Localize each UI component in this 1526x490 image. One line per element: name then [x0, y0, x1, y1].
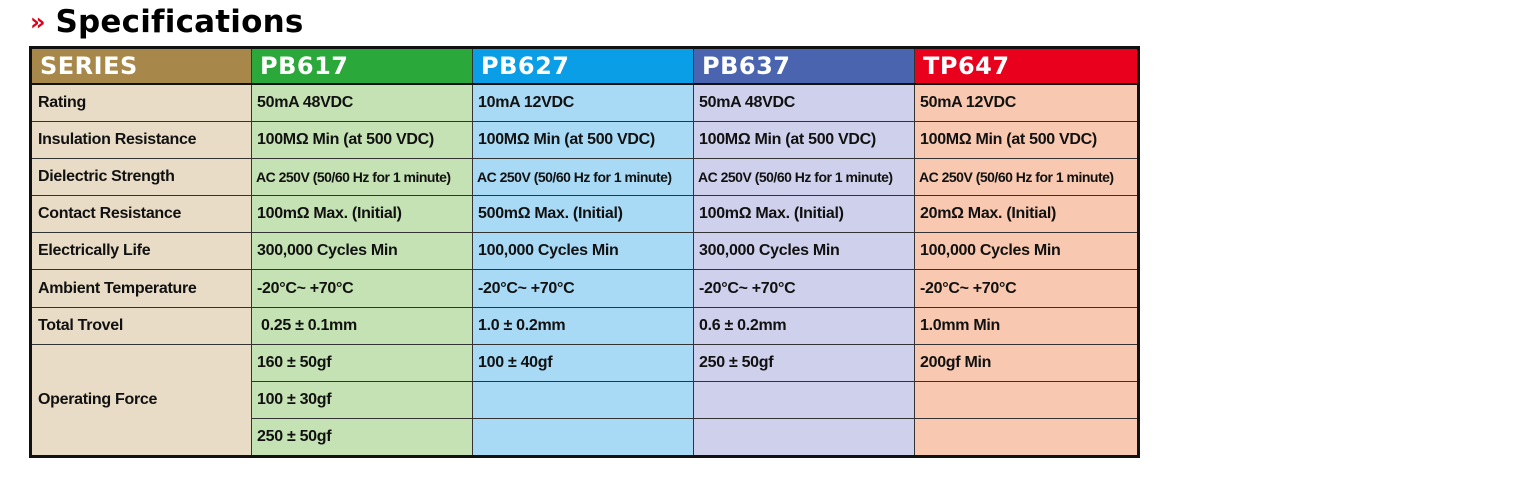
cell-pb617: 250 ± 50gf [251, 417, 473, 458]
cell-pb637: 0.6 ± 0.2mm [693, 306, 915, 345]
table-row: Insulation Resistance 100MΩ Min (at 500 … [30, 121, 1139, 160]
specifications-table: SERIES PB617 PB627 PB637 TP647 Rating 50… [29, 46, 1140, 458]
cell-pb627: 500mΩ Max. (Initial) [472, 195, 694, 234]
cell-pb637: 50mA 48VDC [693, 83, 915, 123]
table-row: Dielectric Strength AC 250V (50/60 Hz fo… [30, 158, 1139, 197]
cell-tp647: 20mΩ Max. (Initial) [914, 195, 1139, 234]
cell-pb617: 100MΩ Min (at 500 VDC) [251, 121, 473, 160]
table-row: Ambient Temperature -20°C~ +70°C -20°C~ … [30, 269, 1139, 308]
double-chevron-icon: » [30, 8, 46, 36]
cell-pb627: 100,000 Cycles Min [472, 232, 694, 271]
row-label: Insulation Resistance [30, 121, 252, 160]
cell-tp647: 1.0mm Min [914, 306, 1139, 345]
header-pb617: PB617 [251, 47, 473, 85]
cell-pb617: 0.25 ± 0.1mm [251, 306, 473, 345]
header-pb627: PB627 [472, 47, 694, 85]
row-label: Ambient Temperature [30, 269, 252, 308]
cell-tp647 [914, 380, 1139, 419]
cell-pb627: AC 250V (50/60 Hz for 1 minute) [472, 158, 694, 197]
table-row-operating-force: 250 ± 50gf [31, 417, 1139, 458]
cell-pb637: 100MΩ Min (at 500 VDC) [693, 121, 915, 160]
header-pb637: PB637 [693, 47, 915, 85]
row-label: Electrically Life [30, 232, 252, 271]
header-series: SERIES [30, 47, 252, 85]
cell-pb617: 50mA 48VDC [251, 83, 473, 123]
cell-tp647: 50mA 12VDC [914, 83, 1139, 123]
cell-pb627: 10mA 12VDC [472, 83, 694, 123]
table-row-operating-force: Operating Force 160 ± 50gf 100 ± 40gf 25… [30, 343, 1139, 458]
cell-tp647 [914, 417, 1139, 458]
cell-pb627 [472, 380, 694, 419]
cell-pb617: 160 ± 50gf [251, 343, 473, 382]
row-label: Total Trovel [30, 306, 252, 345]
table-row: Rating 50mA 48VDC 10mA 12VDC 50mA 48VDC … [30, 83, 1139, 123]
row-label: Dielectric Strength [30, 158, 252, 197]
row-label: Contact Resistance [30, 195, 252, 234]
cell-pb627: 100MΩ Min (at 500 VDC) [472, 121, 694, 160]
cell-pb627: -20°C~ +70°C [472, 269, 694, 308]
cell-pb627: 1.0 ± 0.2mm [472, 306, 694, 345]
row-label: Rating [30, 83, 252, 123]
table-row-operating-force: 100 ± 30gf [31, 380, 1139, 419]
cell-pb627 [472, 417, 694, 458]
section-heading: » Specifications [30, 0, 304, 44]
cell-tp647: 100,000 Cycles Min [914, 232, 1139, 271]
header-tp647: TP647 [914, 47, 1139, 85]
cell-pb617: AC 250V (50/60 Hz for 1 minute) [251, 158, 473, 197]
cell-pb637: 100mΩ Max. (Initial) [693, 195, 915, 234]
cell-pb627: 100 ± 40gf [472, 343, 694, 382]
cell-pb617: 100mΩ Max. (Initial) [251, 195, 473, 234]
section-title: Specifications [55, 4, 304, 40]
cell-pb637: 250 ± 50gf [693, 343, 915, 382]
header-row: SERIES PB617 PB627 PB637 TP647 [30, 47, 1139, 85]
cell-pb637 [693, 380, 915, 419]
cell-pb617: 300,000 Cycles Min [251, 232, 473, 271]
cell-pb617: -20°C~ +70°C [251, 269, 473, 308]
cell-pb637: AC 250V (50/60 Hz for 1 minute) [693, 158, 915, 197]
table-row: Electrically Life 300,000 Cycles Min 100… [30, 232, 1139, 271]
table-row: Contact Resistance 100mΩ Max. (Initial) … [30, 195, 1139, 234]
row-label-operating-force: Operating Force [30, 343, 252, 458]
cell-tp647: 200gf Min [914, 343, 1139, 382]
table-row: Total Trovel 0.25 ± 0.1mm 1.0 ± 0.2mm 0.… [30, 306, 1139, 345]
cell-tp647: -20°C~ +70°C [914, 269, 1139, 308]
cell-pb637: -20°C~ +70°C [693, 269, 915, 308]
cell-tp647: AC 250V (50/60 Hz for 1 minute) [914, 158, 1139, 197]
cell-pb637: 300,000 Cycles Min [693, 232, 915, 271]
cell-pb637 [693, 417, 915, 458]
cell-tp647: 100MΩ Min (at 500 VDC) [914, 121, 1139, 160]
cell-pb617: 100 ± 30gf [251, 380, 473, 419]
